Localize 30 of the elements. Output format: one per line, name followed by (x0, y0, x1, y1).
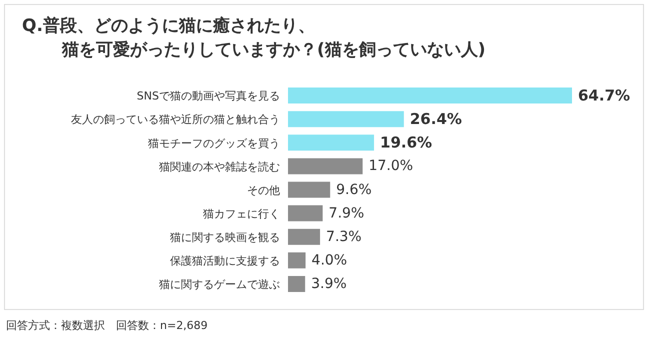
y-tick-label: 保護猫活動に支援する (170, 254, 280, 268)
bar (288, 252, 306, 268)
y-tick-label: その他 (247, 184, 280, 197)
y-tick-label: 猫関連の本や雑誌を読む (159, 160, 280, 174)
bar (288, 205, 323, 222)
bar (288, 276, 306, 292)
y-tick-label: SNSで猫の動画や写真を見る (136, 90, 280, 103)
data-label: 17.0% (368, 158, 414, 174)
data-label: 9.6% (336, 182, 372, 198)
chart-subtitle: 猫を可愛がったりしていますか？(猫を飼っていない人) (60, 39, 486, 62)
y-tick-label: 友人の飼っている猫や近所の猫と触れ合う (71, 113, 280, 126)
text: 回答方式：複数選択 回答数：n=2,689 (6, 319, 208, 332)
bar (288, 182, 330, 198)
y-tick-label: 猫モチーフのグッズを買う (148, 136, 280, 150)
data-label: 7.3% (326, 228, 362, 245)
bar (288, 111, 404, 128)
data-label: 3.9% (311, 276, 347, 292)
data-label: 19.6% (380, 134, 432, 152)
y-tick-label: 猫に関するゲームで遊ぶ (159, 278, 280, 292)
data-label: 7.9% (328, 205, 364, 222)
chart-title: Q.普段、どのように猫に癒されたり、 (22, 15, 316, 38)
bar (288, 158, 363, 174)
data-label: 64.7% (578, 86, 630, 105)
y-tick-label: 猫カフェに行く (203, 207, 280, 220)
bar (288, 88, 572, 104)
bar (288, 228, 320, 245)
bar (288, 134, 374, 151)
data-label: 4.0% (312, 252, 348, 268)
y-tick-label: 猫に関する映画を観る (170, 231, 280, 244)
data-label: 26.4% (410, 110, 462, 128)
